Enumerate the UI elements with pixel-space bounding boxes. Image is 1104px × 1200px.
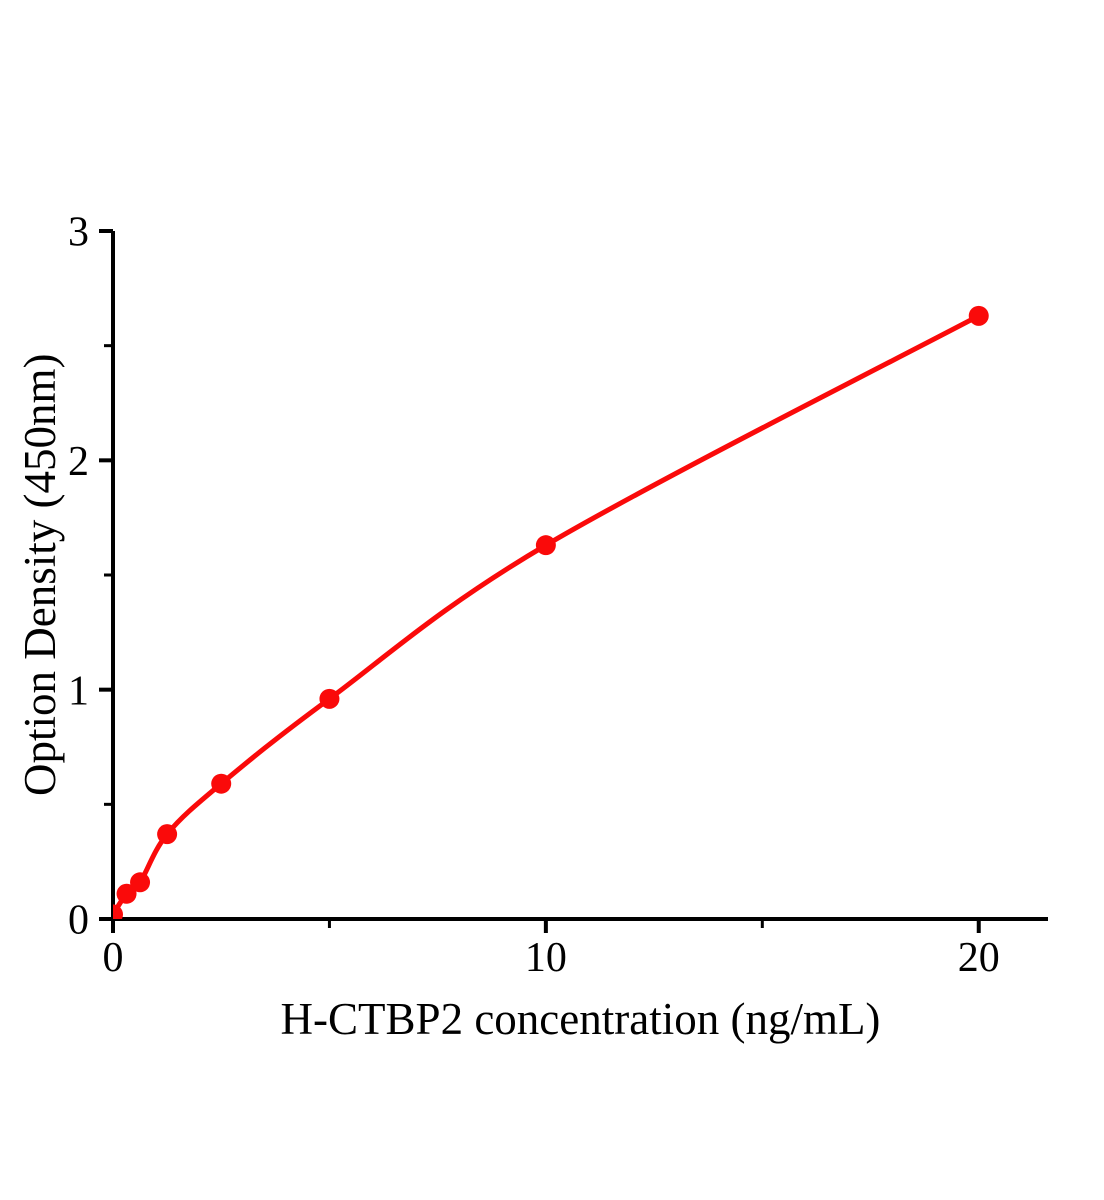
- data-point: [211, 773, 232, 794]
- data-point: [535, 535, 556, 556]
- series-group: [113, 305, 989, 919]
- data-point: [113, 904, 123, 919]
- x-tick-label: 10: [525, 935, 567, 981]
- x-axis-title: H-CTBP2 concentration (ng/mL): [280, 994, 881, 1044]
- y-tick-label: 0: [68, 898, 89, 944]
- x-tick-label: 20: [958, 935, 1000, 981]
- data-point: [319, 688, 340, 709]
- y-tick-label: 2: [68, 439, 89, 485]
- x-tick-label: 0: [103, 935, 124, 981]
- fit-curve: [113, 313, 982, 917]
- data-point: [968, 305, 989, 326]
- data-point: [157, 824, 178, 845]
- data-point: [116, 883, 137, 904]
- y-tick-label: 1: [68, 668, 89, 714]
- y-axis-title: Option Density (450nm): [15, 353, 65, 797]
- data-point: [130, 872, 151, 893]
- y-tick-label: 3: [68, 210, 89, 256]
